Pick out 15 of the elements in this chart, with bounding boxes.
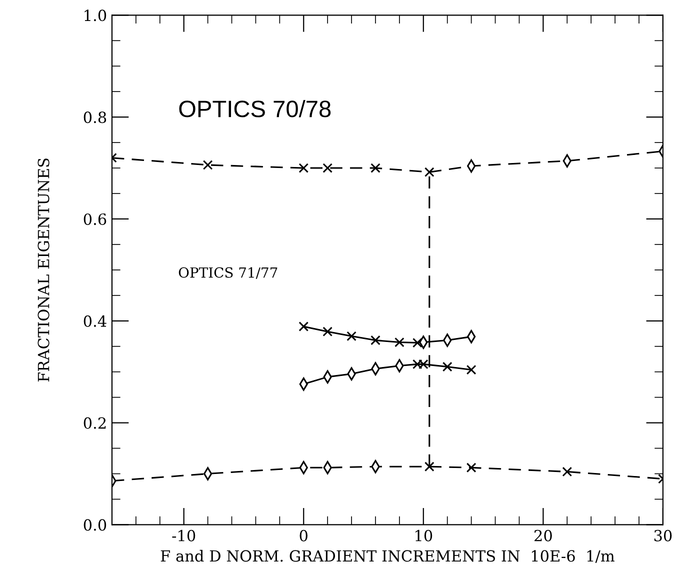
y-tick-label: 0.2: [84, 417, 106, 429]
x-tick-label: -10: [172, 530, 196, 542]
x-tick-label: 10: [416, 530, 432, 542]
x-tick-label: 0: [300, 530, 308, 542]
annotation: OPTICS 71/77: [178, 267, 278, 279]
annotation: OPTICS 70/78: [179, 100, 331, 118]
y-tick-label: 1.0: [84, 10, 106, 22]
y-tick-label: 0.6: [84, 213, 106, 225]
y-tick-label: 0.8: [84, 112, 106, 124]
y-tick-label: 0.0: [84, 519, 106, 531]
x-tick-label: 30: [654, 530, 672, 542]
y-axis-title: FRACTIONAL EIGENTUNES: [38, 158, 50, 382]
x-tick-label: 20: [534, 530, 552, 542]
y-tick-label: 0.4: [84, 315, 106, 327]
x-axis-title: F and D NORM. GRADIENT INCREMENTS IN 10E-6 1/m: [160, 550, 614, 563]
